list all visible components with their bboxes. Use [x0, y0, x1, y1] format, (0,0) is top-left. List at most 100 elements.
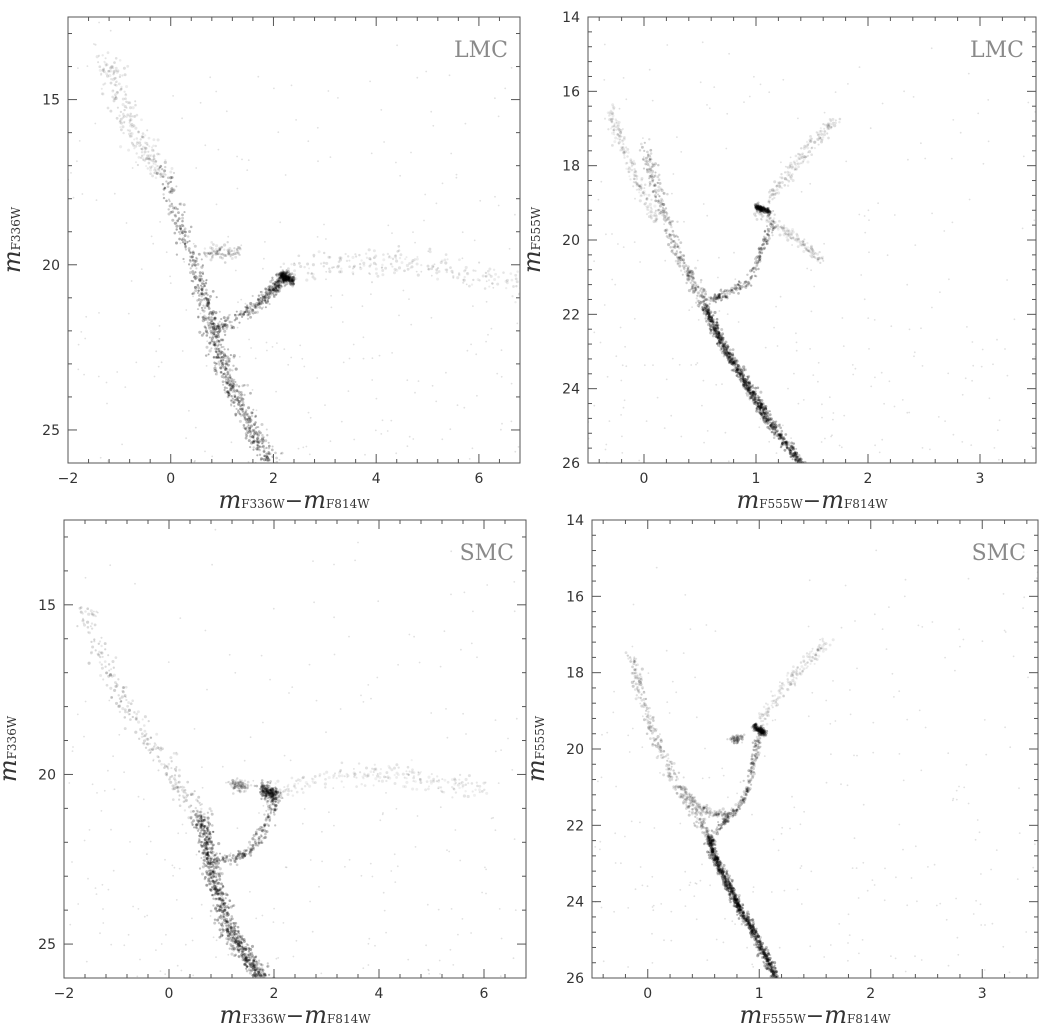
field-star-point: [797, 117, 799, 120]
data-point: [808, 150, 812, 154]
data-point: [163, 175, 166, 178]
data-point: [769, 222, 772, 225]
data-point: [744, 378, 748, 382]
field-star-point: [262, 804, 265, 807]
data-point: [168, 190, 172, 194]
data-point: [665, 212, 669, 215]
data-point: [215, 355, 219, 359]
data-point: [290, 277, 293, 280]
data-point: [796, 459, 800, 462]
data-point: [712, 327, 716, 331]
data-point: [834, 121, 837, 125]
data-point: [204, 291, 207, 295]
data-point: [736, 368, 739, 371]
data-point: [146, 143, 149, 147]
data-point: [211, 322, 215, 326]
data-point: [246, 307, 250, 310]
data-point: [743, 380, 746, 384]
data-point: [284, 278, 287, 281]
field-star-point: [283, 348, 286, 350]
field-star-point: [214, 315, 216, 318]
data-point: [752, 392, 755, 396]
data-point: [291, 279, 295, 283]
field-star-point: [841, 317, 844, 319]
data-point: [458, 258, 461, 262]
data-point: [738, 371, 741, 375]
data-point: [731, 348, 735, 351]
data-point: [771, 426, 774, 430]
data-point: [282, 262, 286, 266]
data-point: [483, 287, 487, 290]
data-point: [219, 359, 223, 362]
field-star-point: [95, 199, 98, 202]
field-star-point: [318, 885, 320, 888]
data-point: [611, 103, 615, 107]
data-point: [795, 454, 798, 457]
field-star-point: [85, 960, 88, 963]
data-point: [358, 262, 362, 266]
field-star-point: [303, 808, 306, 810]
data-point: [282, 280, 285, 284]
field-star-point: [795, 332, 797, 335]
data-point: [514, 301, 517, 304]
field-star-point: [215, 939, 218, 942]
data-point: [686, 277, 689, 280]
data-point: [793, 453, 796, 456]
data-point: [281, 270, 285, 274]
data-point: [284, 273, 287, 276]
field-star-point: [828, 396, 831, 399]
field-star-point: [152, 242, 155, 245]
data-point: [109, 69, 113, 73]
field-star-point: [494, 719, 497, 721]
data-point: [722, 350, 726, 354]
field-star-point: [107, 769, 109, 772]
data-point: [184, 246, 187, 249]
data-point: [238, 312, 242, 316]
field-star-point: [802, 243, 804, 246]
field-star-point: [435, 400, 438, 403]
data-point: [221, 256, 224, 260]
data-point: [229, 324, 233, 327]
data-point: [212, 327, 215, 331]
data-point: [743, 285, 746, 289]
data-point: [670, 225, 673, 229]
data-point: [757, 201, 760, 204]
data-point: [226, 390, 230, 394]
data-point: [237, 390, 241, 394]
data-point: [774, 433, 777, 436]
data-point: [209, 323, 213, 326]
data-point: [199, 292, 203, 296]
data-point: [180, 223, 184, 227]
data-point: [223, 261, 227, 264]
x-tick-label: 3: [976, 471, 985, 487]
data-point: [205, 279, 208, 282]
data-point: [176, 219, 180, 223]
data-point: [810, 255, 814, 259]
field-star-point: [123, 944, 126, 947]
field-star-point: [439, 665, 442, 668]
field-star-point: [500, 375, 503, 378]
data-point: [278, 271, 281, 275]
data-point: [673, 245, 677, 249]
field-star-point: [369, 862, 372, 865]
data-point: [386, 252, 390, 256]
data-point: [219, 352, 223, 355]
data-point: [134, 161, 138, 164]
data-point: [717, 342, 720, 345]
data-point: [154, 160, 158, 164]
data-point: [754, 390, 757, 393]
field-star-point: [441, 438, 444, 441]
data-point: [228, 359, 231, 363]
data-point: [644, 156, 648, 160]
data-point: [768, 413, 772, 417]
data-point: [271, 285, 275, 289]
field-star-point: [127, 933, 130, 936]
data-point: [718, 339, 721, 342]
data-point: [741, 376, 745, 379]
data-point: [233, 395, 237, 399]
data-point: [675, 250, 678, 253]
data-point: [284, 277, 288, 281]
data-point: [751, 391, 755, 395]
field-star-point: [194, 426, 197, 429]
